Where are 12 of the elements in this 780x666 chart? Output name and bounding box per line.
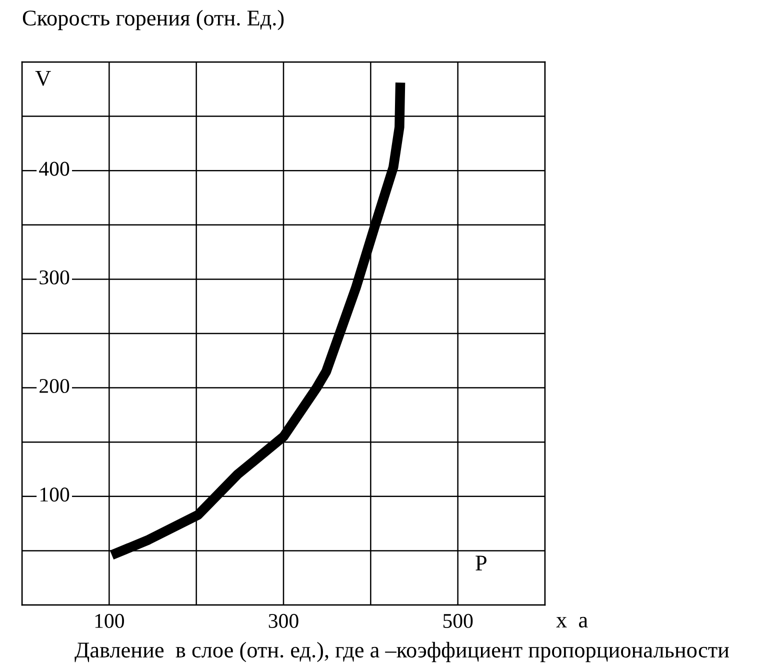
x-tick-label: 100 [95,614,124,628]
x-axis-title: Давление в слое (отн. ед.), где а –коэффициент пропорциональности [74,642,729,662]
x-tick-label: 300 [268,614,298,628]
y-axis-title: V [35,71,51,86]
y-tick-label: 400 [39,162,70,176]
y-tick-label: 200 [40,378,70,394]
chart-title: Скорость горения (отн. Ед.) [22,10,284,30]
y-tick-label: 100 [40,488,70,502]
x-tick-label: 500 [443,614,473,628]
annotation: P [476,556,486,570]
text: x а [556,616,588,628]
y-tick-label: 300 [40,270,70,284]
